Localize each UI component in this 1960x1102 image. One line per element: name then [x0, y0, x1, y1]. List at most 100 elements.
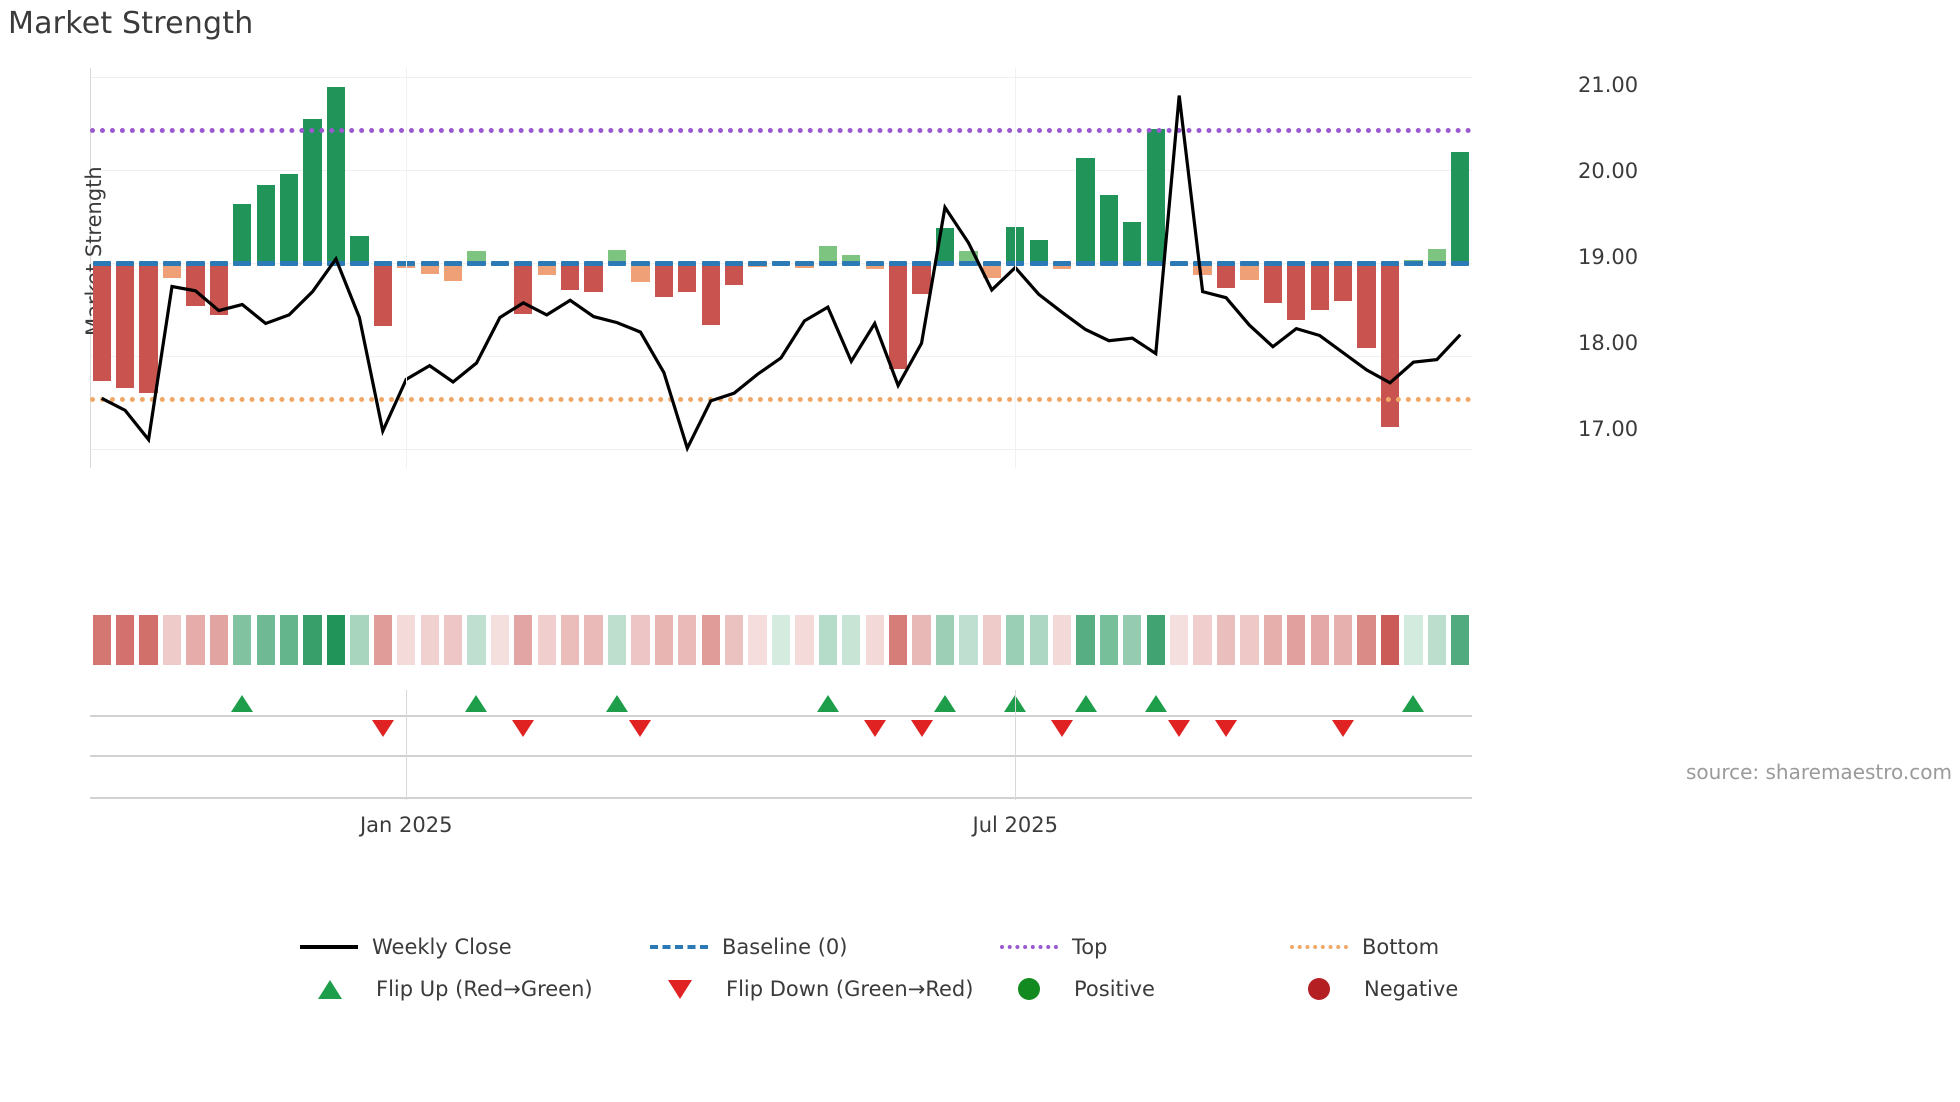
- baseline-dash: [1404, 260, 1423, 266]
- baseline-dash: [888, 260, 908, 266]
- heatmap-cell: [1099, 615, 1119, 665]
- baseline-dash: [1216, 260, 1236, 266]
- strength-bar: [209, 263, 228, 316]
- strength-bar: [1357, 263, 1376, 348]
- baseline-dash: [279, 260, 299, 266]
- baseline-dash: [537, 260, 556, 266]
- heatmap-cell: [1287, 615, 1306, 665]
- strength-bar: [701, 263, 720, 325]
- heatmap-cell: [490, 615, 510, 665]
- strength-bar: [1076, 158, 1095, 264]
- heatmap-cell: [1451, 615, 1470, 665]
- heatmap-cell: [935, 615, 955, 665]
- strength-bar: [420, 263, 439, 274]
- flip-down-marker-icon: [1332, 720, 1355, 737]
- strength-bar: [678, 263, 697, 293]
- flip-up-marker-icon: [231, 695, 254, 712]
- baseline-dash: [935, 260, 955, 266]
- baseline-dash: [1029, 260, 1048, 266]
- legend-item[interactable]: Baseline (0): [650, 935, 1000, 959]
- heatmap-cell: [443, 615, 463, 665]
- heatmap-cell: [1404, 615, 1423, 665]
- legend-item[interactable]: Weekly Close: [300, 935, 650, 959]
- legend-item[interactable]: Top: [1000, 935, 1290, 959]
- heatmap-cell: [1310, 615, 1329, 665]
- legend-dotted-line-icon: [1290, 945, 1348, 949]
- baseline-dash: [1310, 260, 1329, 266]
- baseline-dash: [186, 260, 205, 266]
- strength-bar: [467, 251, 486, 264]
- heatmap-cell: [420, 615, 439, 665]
- baseline-dash: [982, 260, 1001, 266]
- flip-down-marker-icon: [863, 720, 886, 737]
- heatmap-cell: [92, 615, 111, 665]
- strength-bar: [1052, 263, 1072, 269]
- flip-up-marker-icon: [465, 695, 488, 712]
- strength-bar: [865, 263, 884, 269]
- flip-down-marker-icon: [512, 720, 535, 737]
- heatmap-cell: [584, 615, 603, 665]
- heatmap-cell: [537, 615, 556, 665]
- flip-down-marker-icon: [1215, 720, 1238, 737]
- page-title: Market Strength: [8, 6, 254, 41]
- heatmap-cell: [326, 615, 346, 665]
- x-axis-tick-mark: [406, 690, 408, 800]
- baseline-dash: [139, 260, 158, 266]
- strength-bar: [725, 263, 744, 285]
- baseline-dash: [1451, 260, 1470, 266]
- heatmap-cell: [678, 615, 697, 665]
- strength-bar: [350, 236, 369, 264]
- legend-item[interactable]: Positive: [1000, 977, 1290, 1001]
- baseline-dash: [771, 260, 791, 266]
- x-tick-guide: [1015, 68, 1017, 468]
- strength-bar: [1006, 227, 1025, 264]
- legend-item[interactable]: Flip Down (Green→Red): [650, 977, 1000, 1001]
- baseline-dash: [397, 260, 416, 266]
- legend-label: Top: [1072, 935, 1108, 959]
- baseline-dash: [1146, 260, 1165, 266]
- baseline-dash: [1052, 260, 1072, 266]
- baseline-dash: [1076, 260, 1095, 266]
- heatmap-cell: [818, 615, 837, 665]
- strength-heatmap-strip: [90, 615, 1472, 665]
- strength-bar: [116, 263, 135, 388]
- baseline-dash: [865, 260, 884, 266]
- baseline-dash: [92, 260, 111, 266]
- strength-bar: [537, 263, 556, 276]
- strength-bar: [631, 263, 650, 282]
- strength-bar: [1287, 263, 1306, 321]
- baseline-dash: [1006, 260, 1025, 266]
- legend-item[interactable]: Flip Up (Red→Green): [300, 977, 650, 1001]
- bottom-rule-panel: Jan 2025 Jul 2025: [90, 690, 1472, 837]
- heatmap-cell: [725, 615, 744, 665]
- flip-up-marker-icon: [933, 695, 956, 712]
- heatmap-cell: [514, 615, 533, 665]
- strength-bar: [584, 263, 603, 293]
- baseline-dash: [1357, 260, 1376, 266]
- baseline-dash: [701, 260, 720, 266]
- y-axis-tick-label-right: 19.00: [1578, 245, 1639, 270]
- heatmap-cell: [1216, 615, 1236, 665]
- heatmap-cell: [186, 615, 205, 665]
- strength-bar: [1099, 194, 1119, 264]
- baseline-dash: [959, 260, 978, 266]
- heatmap-cell: [1263, 615, 1283, 665]
- legend-item[interactable]: Negative: [1290, 977, 1590, 1001]
- heatmap-cell: [350, 615, 369, 665]
- top-reference-line: [90, 128, 1472, 134]
- baseline-dash: [1380, 260, 1400, 266]
- heatmap-cell: [373, 615, 392, 665]
- legend-item[interactable]: Bottom: [1290, 935, 1590, 959]
- baseline-dash: [326, 260, 346, 266]
- heatmap-cell: [1334, 615, 1353, 665]
- strength-bar: [1380, 263, 1400, 428]
- gridline: [90, 77, 1472, 79]
- flip-down-marker-icon: [371, 720, 394, 737]
- strength-bar: [373, 263, 392, 326]
- strength-bar: [607, 250, 627, 264]
- x-axis-tick-label: Jan 2025: [359, 813, 453, 837]
- main-plot-area: 20100−10−2021.0020.0019.0018.0017.00Mark…: [82, 68, 1638, 468]
- heatmap-cell: [1052, 615, 1072, 665]
- heatmap-cell: [467, 615, 486, 665]
- flip-up-marker-icon: [1074, 695, 1097, 712]
